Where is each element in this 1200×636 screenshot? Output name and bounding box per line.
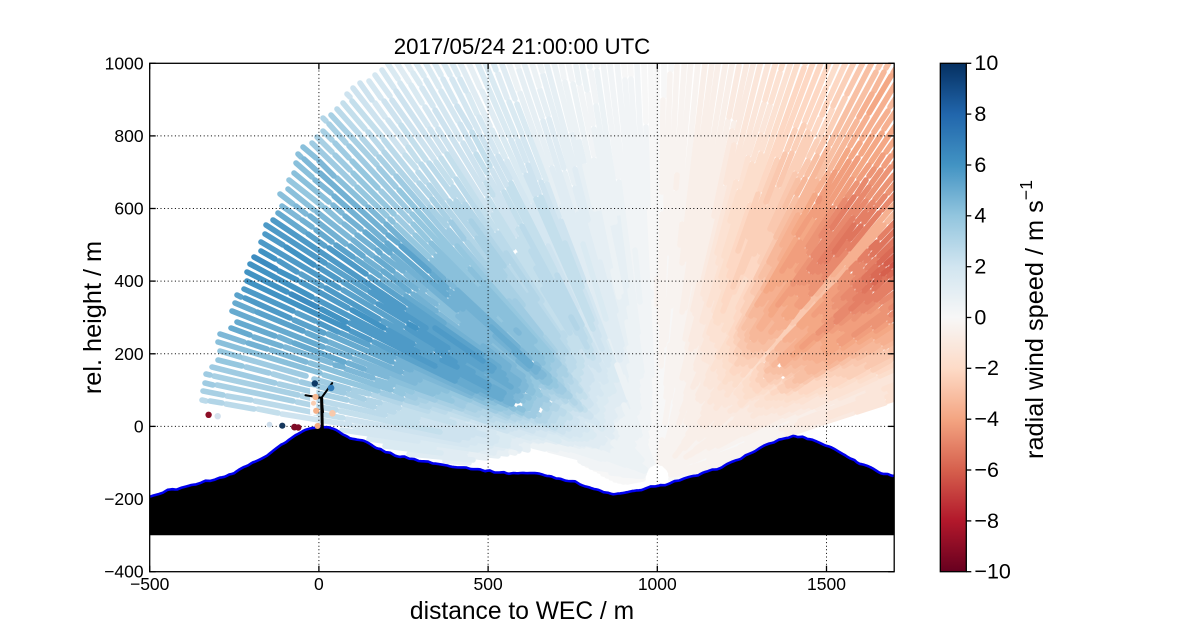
- svg-text:−200: −200: [104, 489, 144, 509]
- svg-text:−4: −4: [974, 407, 999, 431]
- svg-text:10: 10: [974, 51, 998, 75]
- svg-text:0: 0: [974, 305, 986, 329]
- svg-text:−10: −10: [974, 560, 1011, 584]
- svg-text:1500: 1500: [807, 574, 846, 594]
- svg-text:−400: −400: [104, 562, 144, 582]
- svg-text:0: 0: [134, 416, 144, 436]
- svg-text:200: 200: [114, 344, 143, 364]
- svg-text:500: 500: [473, 574, 502, 594]
- svg-text:−500: −500: [130, 574, 170, 594]
- svg-text:800: 800: [114, 126, 143, 146]
- svg-text:radial wind speed / m s−1: radial wind speed / m s−1: [1016, 180, 1049, 459]
- svg-text:−2: −2: [974, 356, 999, 380]
- svg-text:distance to WEC / m: distance to WEC / m: [410, 598, 634, 625]
- svg-text:1000: 1000: [105, 53, 144, 73]
- svg-text:−6: −6: [974, 458, 999, 482]
- svg-text:−8: −8: [974, 509, 999, 533]
- svg-text:400: 400: [114, 271, 143, 291]
- svg-text:1000: 1000: [638, 574, 677, 594]
- svg-text:8: 8: [974, 102, 986, 126]
- svg-text:6: 6: [974, 153, 986, 177]
- svg-text:2017/05/24 21:00:00 UTC: 2017/05/24 21:00:00 UTC: [394, 34, 651, 59]
- svg-text:600: 600: [114, 199, 143, 219]
- svg-text:0: 0: [314, 574, 324, 594]
- svg-text:2: 2: [974, 255, 986, 279]
- svg-text:rel. height / m: rel. height / m: [79, 241, 107, 394]
- svg-text:4: 4: [974, 204, 986, 228]
